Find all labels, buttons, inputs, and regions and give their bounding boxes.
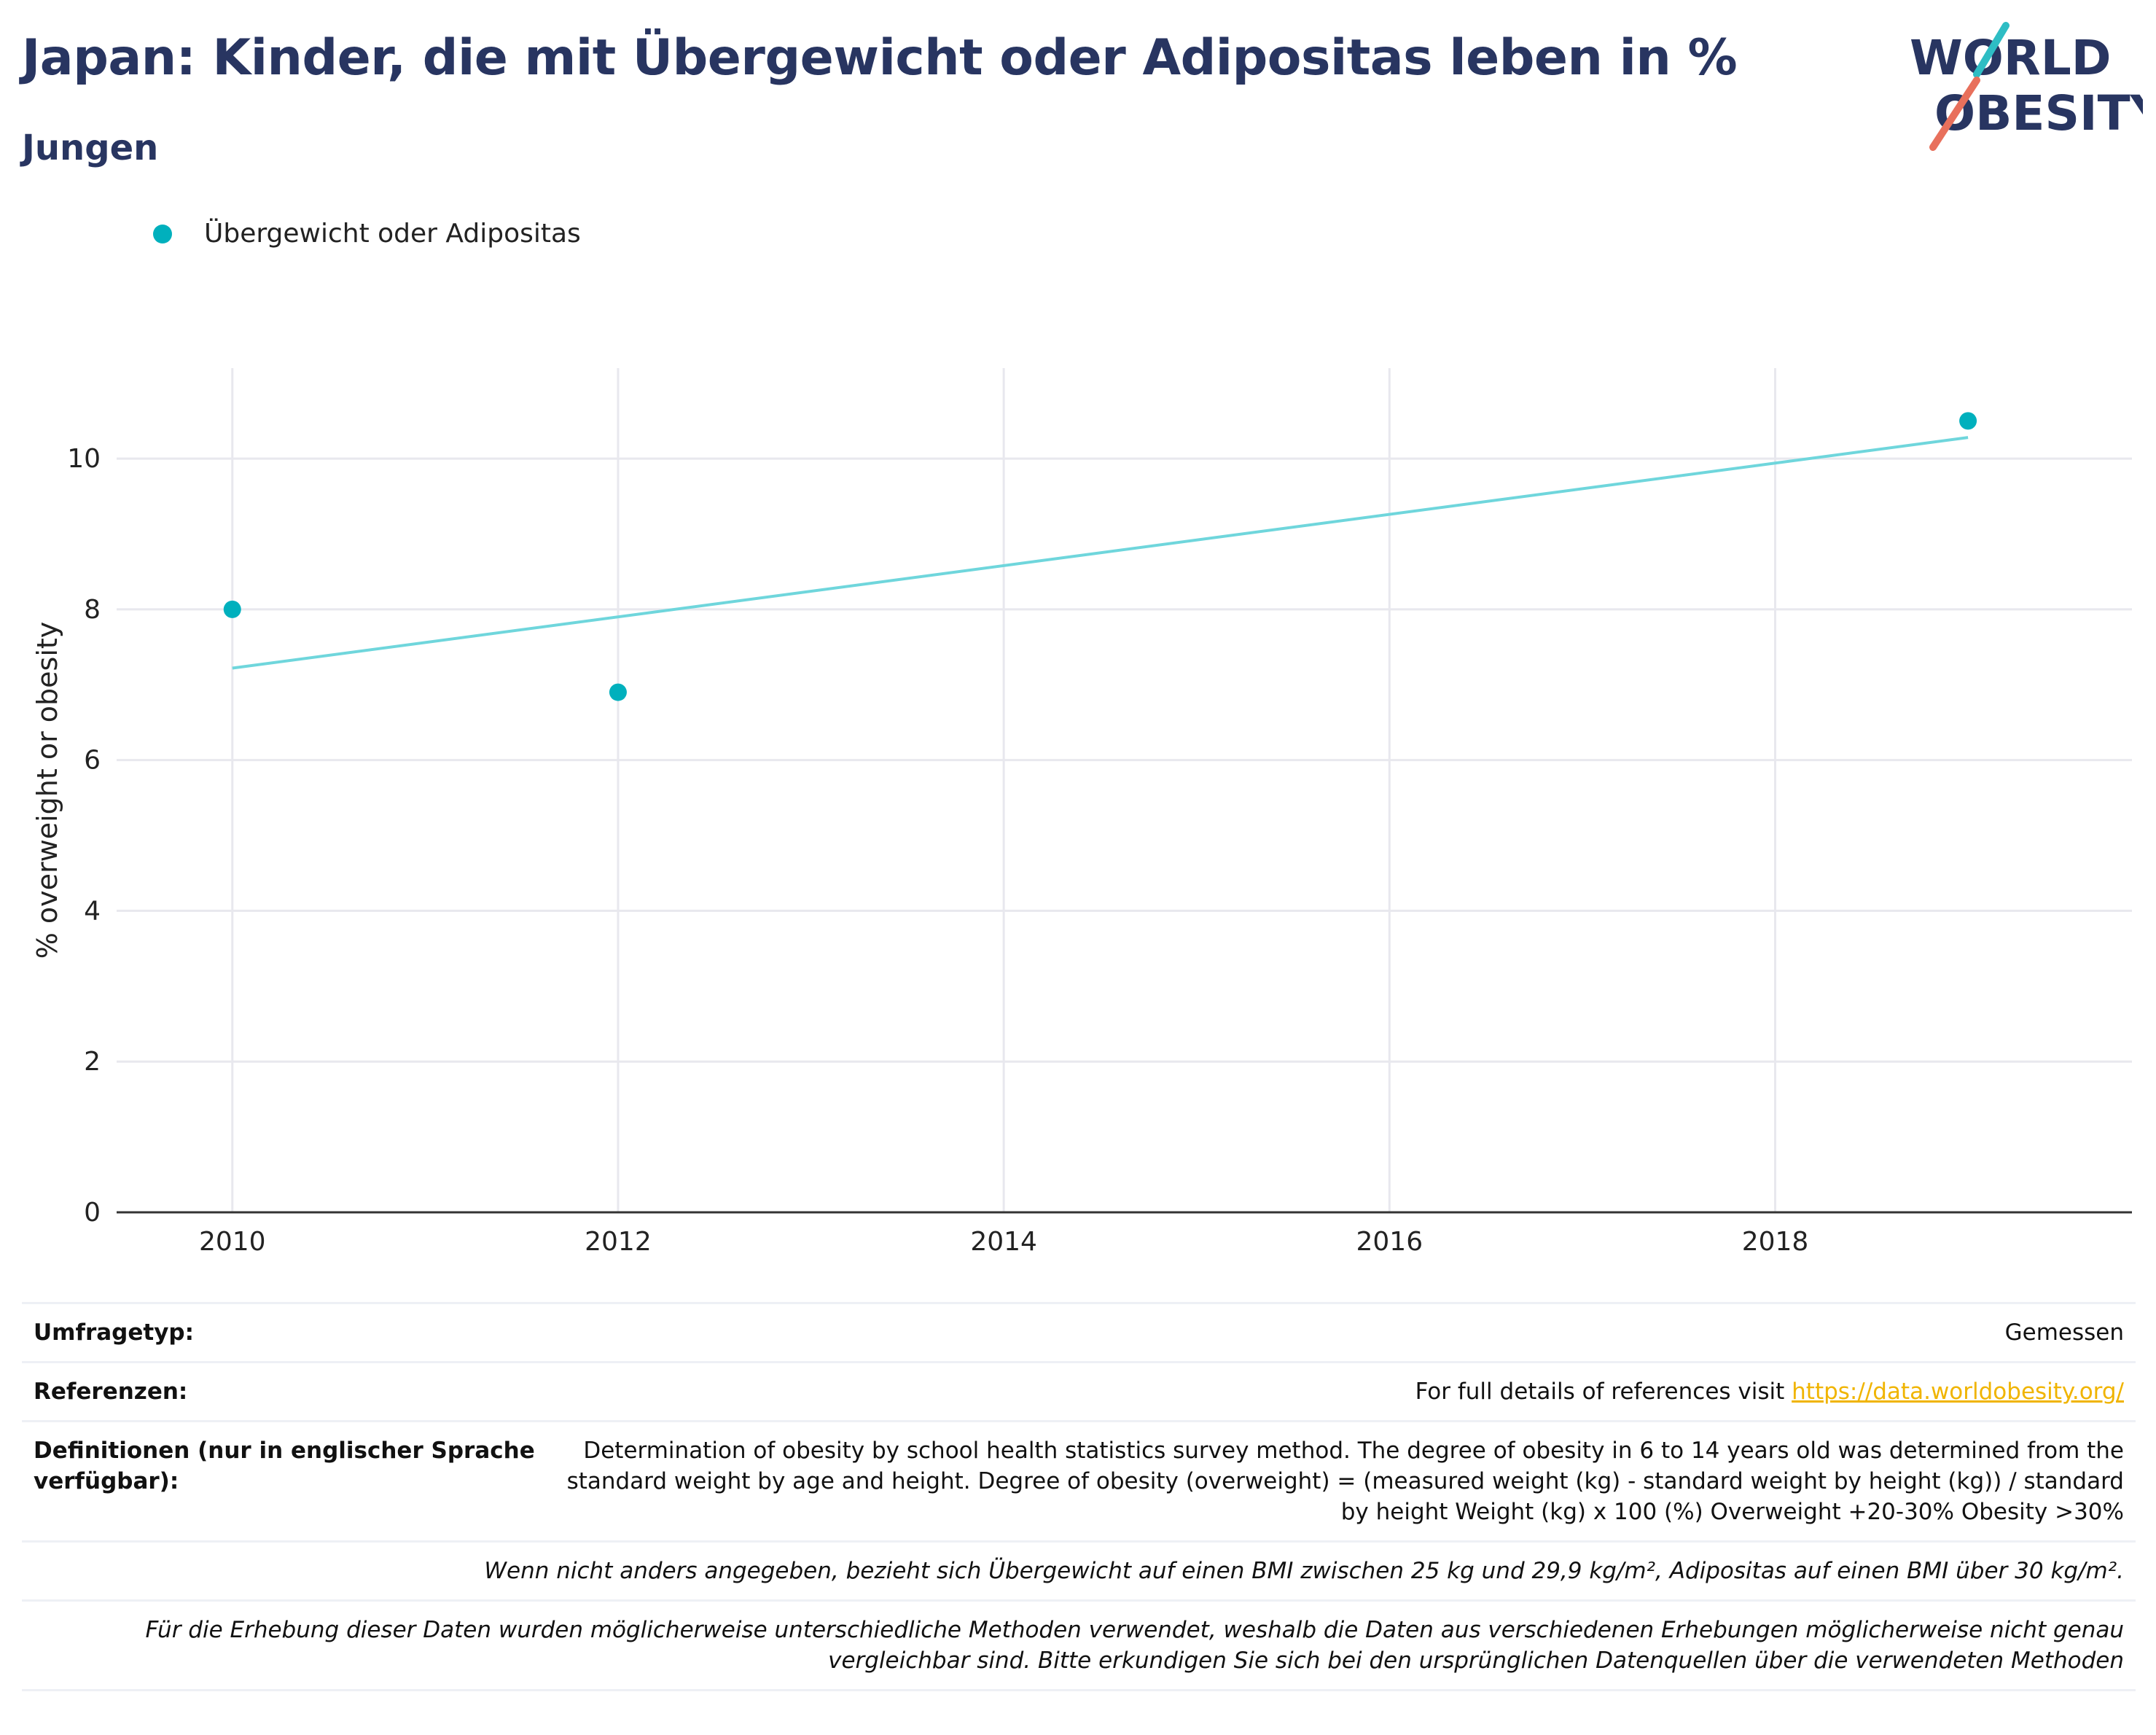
- bmi-note-row: Wenn nicht anders angegeben, bezieht sic…: [22, 1540, 2136, 1599]
- x-tick-label: 2012: [585, 1227, 652, 1257]
- data-point: [609, 683, 627, 701]
- x-tick-label: 2014: [970, 1227, 1037, 1257]
- axes: 2010 2012 2014 2016 2018 0 2 4 6 8 10: [67, 444, 2132, 1257]
- world-obesity-logo: WORLD OBESITY: [1910, 22, 2143, 151]
- survey-type-value: Gemessen: [2004, 1319, 2124, 1346]
- definitions-row: Definitionen (nur in englischer Sprache …: [22, 1420, 2136, 1540]
- references-label: Referenzen:: [34, 1379, 188, 1405]
- y-tick-label: 4: [84, 896, 101, 926]
- methods-note-row: Für die Erhebung dieser Daten wurden mög…: [22, 1599, 2136, 1689]
- survey-type-label: Umfragetyp:: [34, 1319, 194, 1346]
- grid-lines: [117, 368, 2132, 1212]
- page-title: Japan: Kinder, die mit Übergewicht oder …: [22, 29, 1738, 87]
- bmi-note: Wenn nicht anders angegeben, bezieht sic…: [484, 1558, 2124, 1584]
- survey-type-row: Umfragetyp: Gemessen: [22, 1302, 2136, 1361]
- trend-line-group: [232, 436, 1969, 670]
- info-table-bottom-border: [22, 1689, 2136, 1691]
- y-tick-label: 0: [84, 1198, 101, 1228]
- logo-slash-teal: [1973, 22, 2009, 78]
- data-point: [1959, 412, 1977, 430]
- page-subtitle: Jungen: [22, 128, 159, 168]
- references-value: For full details of references visit htt…: [558, 1376, 2124, 1407]
- x-tick-label: 2010: [199, 1227, 266, 1257]
- logo-word-world: WORLD: [1910, 30, 2112, 86]
- definitions-label: Definitionen (nur in englischer Sprache …: [34, 1438, 535, 1494]
- y-tick-label: 10: [67, 444, 101, 474]
- legend-label: Übergewicht oder Adipositas: [204, 219, 581, 249]
- y-tick-label: 2: [84, 1047, 101, 1077]
- legend-marker-icon: [153, 224, 172, 243]
- references-row: Referenzen: For full details of referenc…: [22, 1361, 2136, 1420]
- x-tick-label: 2016: [1356, 1227, 1423, 1257]
- trend-line: [232, 436, 1969, 670]
- references-link[interactable]: https://data.worldobesity.org/: [1792, 1379, 2124, 1405]
- data-points: [223, 412, 1977, 701]
- logo-slash-coral: [1929, 77, 1980, 151]
- y-tick-label: 6: [84, 746, 101, 776]
- references-text: For full details of references visit: [1415, 1379, 1792, 1405]
- chart-legend[interactable]: Übergewicht oder Adipositas: [153, 219, 581, 249]
- y-axis-label: % overweight or obesity: [31, 622, 63, 959]
- definitions-value: Determination of obesity by school healt…: [566, 1438, 2124, 1525]
- x-tick-label: 2018: [1742, 1227, 1809, 1257]
- y-tick-label: 8: [84, 595, 101, 625]
- data-point: [223, 600, 241, 618]
- scatter-chart: 2010 2012 2014 2016 2018 0 2 4 6 8 10 % overweight…: [31, 368, 2132, 1257]
- methods-note: Für die Erhebung dieser Daten wurden mög…: [145, 1617, 2124, 1674]
- info-table: Umfragetyp: Gemessen Referenzen: For ful…: [22, 1302, 2136, 1691]
